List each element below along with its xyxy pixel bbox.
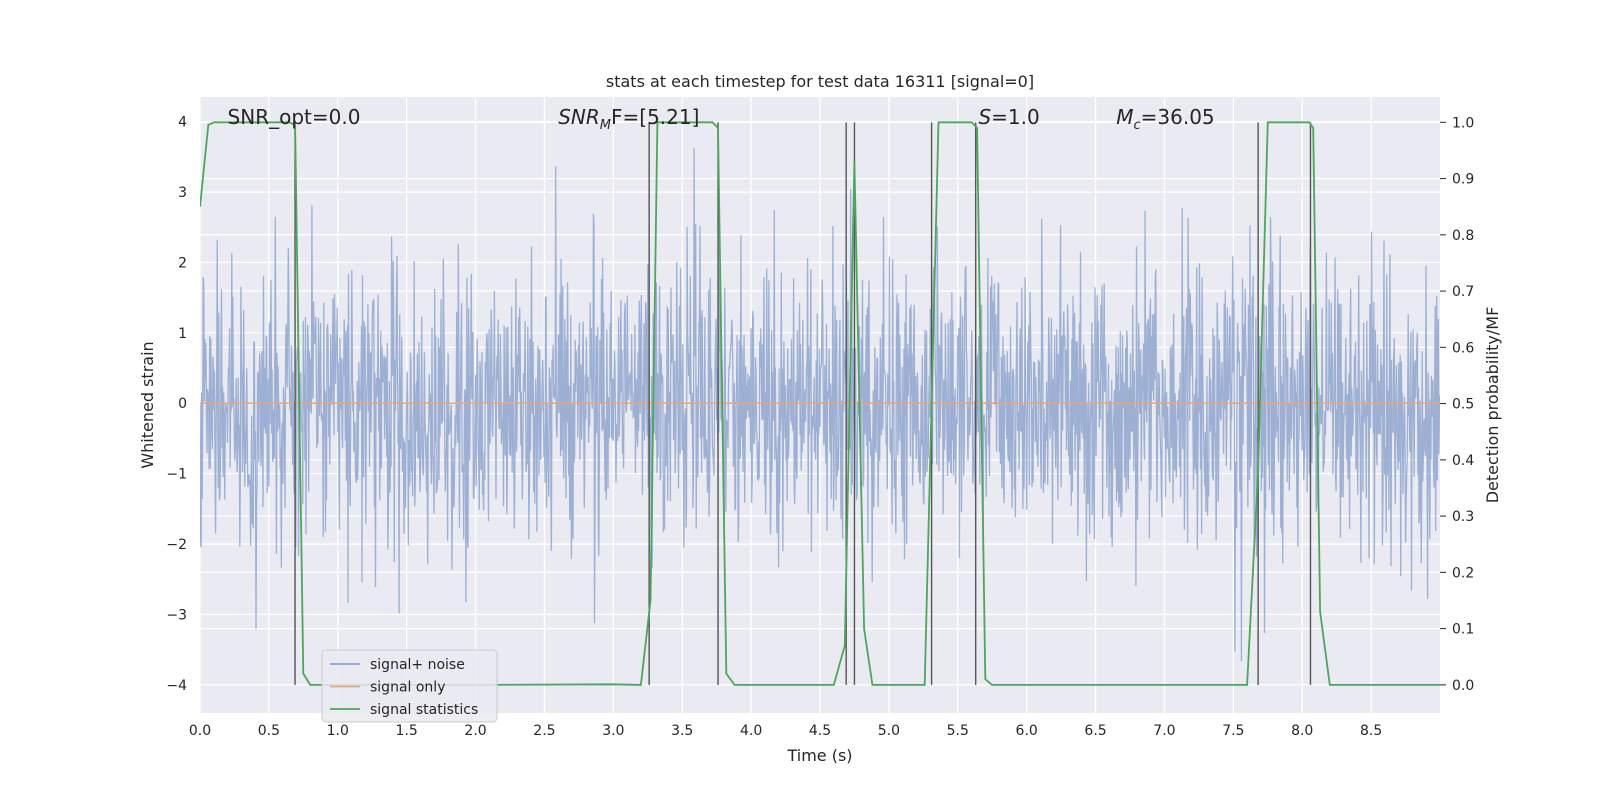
x-tick-label: 6.0 (1016, 723, 1038, 739)
y2-tick-label: 0.5 (1452, 397, 1474, 413)
data-layer (200, 121, 1440, 686)
x-tick-label: 5.5 (947, 723, 969, 739)
y2-tick-label: 0.8 (1452, 228, 1474, 244)
chart-title: stats at each timestep for test data 163… (606, 72, 1034, 91)
y-tick-label: 1 (178, 326, 187, 342)
x-tick-label: 5.0 (878, 723, 900, 739)
y2-tick-label: 0.1 (1452, 622, 1474, 638)
x-tick-label: 7.0 (1153, 723, 1175, 739)
y2-tick-label: 0.6 (1452, 340, 1474, 356)
x-axis-label: Time (s) (786, 746, 852, 765)
y2-tick-label: 0.3 (1452, 509, 1474, 525)
y-tick-label: 3 (178, 185, 187, 201)
x-tick-label: 6.5 (1084, 723, 1106, 739)
y2-axis-label: Detection probability/MF (1483, 307, 1502, 504)
y-axis-label: Whitened strain (138, 341, 157, 468)
tick-layer: 0.0 0.5 1.0 1.5 2.0 2.5 3.0 3.5 4.0 4.5 5.0 5.5 6.0 6… (166, 115, 1474, 739)
y2-tick-label: 1.0 (1452, 115, 1474, 131)
x-tick-label: 3.0 (602, 723, 624, 739)
y2-tick-label: 0.0 (1452, 678, 1474, 694)
legend: signal+ noise signal only signal statistic… (321, 649, 498, 723)
y-tick-label: −4 (166, 678, 187, 694)
x-tick-label: 2.5 (533, 723, 555, 739)
y2-tick-label: 0.2 (1452, 565, 1474, 581)
x-tick-label: 4.0 (740, 723, 762, 739)
x-tick-label: 3.5 (671, 723, 693, 739)
annotation-layer: SNR_opt=0.0 SNRMF=[5.21] S=1.0 Mc=36.05 (228, 105, 1215, 133)
y-tick-label: 0 (178, 396, 187, 412)
x-tick-label: 1.5 (396, 723, 418, 739)
y2-tick-label: 0.4 (1452, 453, 1474, 469)
annotation-text: SNRMF=[5.21] (558, 105, 699, 133)
series-line-signal-noise (200, 148, 1440, 662)
y-tick-label: 4 (178, 115, 187, 131)
x-tick-label: 7.5 (1222, 723, 1244, 739)
y2-tick-label: 0.9 (1452, 172, 1474, 188)
annotation-text: Mc=36.05 (1116, 105, 1214, 133)
y-tick-label: −1 (166, 467, 187, 483)
x-tick-label: 4.5 (809, 723, 831, 739)
legend-entry-label: signal statistics (370, 702, 478, 718)
x-tick-label: 8.0 (1291, 723, 1313, 739)
y-tick-label: 2 (178, 255, 187, 271)
legend-box (321, 649, 498, 723)
x-tick-label: 0.5 (258, 723, 280, 739)
annotation-text: S=1.0 (978, 105, 1039, 129)
x-tick-label: 1.0 (327, 723, 349, 739)
legend-entry-label: signal+ noise (370, 657, 465, 673)
y2-tick-label: 0.7 (1452, 284, 1474, 300)
y-tick-label: −2 (166, 537, 187, 553)
annotation-text: SNR_opt=0.0 (228, 105, 361, 129)
x-tick-label: 0.0 (189, 723, 211, 739)
legend-entry-label: signal only (370, 680, 445, 696)
x-tick-label: 8.5 (1360, 723, 1382, 739)
y-tick-label: −3 (166, 607, 187, 623)
x-tick-label: 2.0 (464, 723, 486, 739)
